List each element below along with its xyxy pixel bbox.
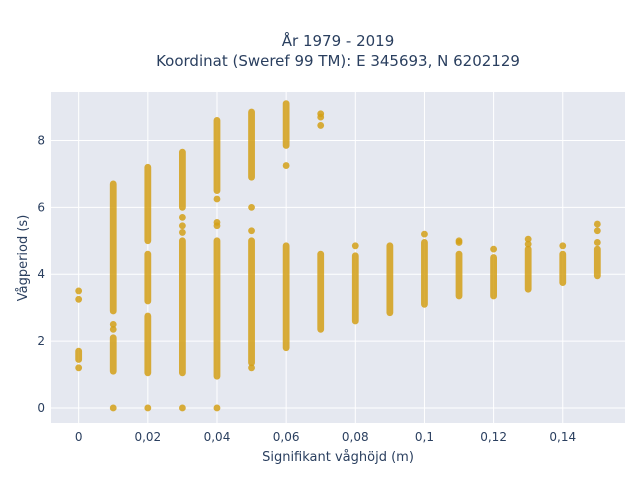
data-point <box>178 213 186 221</box>
x-axis-label: Signifikant våghöjd (m) <box>262 450 414 465</box>
x-tick-label: 0,14 <box>549 430 576 444</box>
data-point <box>593 220 601 228</box>
data-point <box>178 229 186 236</box>
data-point <box>75 364 83 372</box>
y-tick-label: 8 <box>37 133 45 147</box>
data-point <box>178 222 186 230</box>
data-point <box>317 122 325 129</box>
data-point <box>524 240 532 248</box>
data-point <box>282 162 290 169</box>
data-point <box>213 404 221 412</box>
x-tick-label: 0 <box>75 430 83 444</box>
x-tick-label: 0,1 <box>415 430 434 444</box>
data-points <box>75 100 601 412</box>
data-point <box>593 239 601 246</box>
data-point <box>524 235 532 243</box>
plot-area <box>51 92 625 423</box>
x-tick-label: 0,04 <box>204 430 231 444</box>
data-point <box>109 320 117 328</box>
y-axis-label: Vågperiod (s) <box>16 215 31 302</box>
y-tick-label: 4 <box>37 267 45 281</box>
chart-title-line1: År 1979 - 2019 <box>282 31 395 50</box>
data-point <box>213 218 221 226</box>
y-tick-label: 6 <box>37 200 45 214</box>
data-point <box>109 404 117 412</box>
data-point <box>593 227 601 235</box>
y-tick-label: 0 <box>37 401 45 415</box>
data-point <box>421 230 428 238</box>
data-point <box>144 404 152 412</box>
x-tick-labels: 0 0,02 0,04 0,06 0,08 0,1 0,12 0,14 <box>75 430 576 444</box>
data-point <box>490 245 498 253</box>
x-tick-label: 0,06 <box>273 430 300 444</box>
y-tick-labels: 0 2 4 6 8 <box>37 133 45 414</box>
data-point <box>248 364 255 372</box>
data-point <box>178 404 186 412</box>
data-point <box>75 287 83 295</box>
y-tick-label: 2 <box>37 334 45 348</box>
data-point <box>248 227 255 235</box>
data-point <box>109 325 117 333</box>
data-point <box>213 195 221 203</box>
data-point <box>248 203 255 211</box>
data-point <box>351 242 359 250</box>
x-tick-label: 0,02 <box>134 430 161 444</box>
x-tick-label: 0,12 <box>480 430 507 444</box>
data-point <box>455 237 463 245</box>
data-point <box>75 295 83 303</box>
data-point <box>559 242 567 250</box>
x-tick-label: 0,08 <box>342 430 369 444</box>
chart-title-line2: Koordinat (Sweref 99 TM): E 345693, N 62… <box>156 52 520 70</box>
data-point <box>317 110 325 118</box>
